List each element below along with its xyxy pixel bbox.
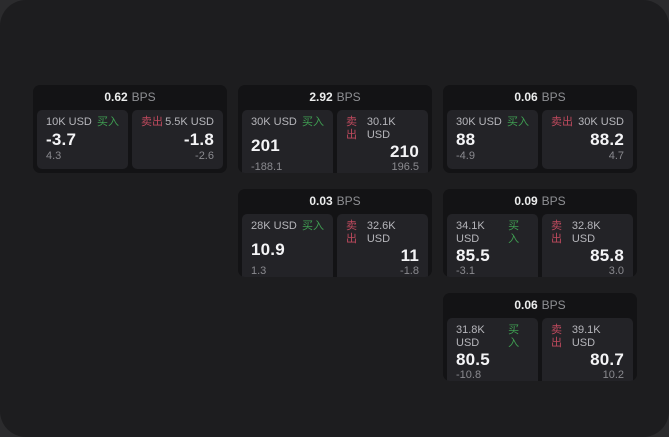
spread-card: 0.03 BPS 28K USD 买入 10.9 1.3 卖出 32.6K US… (238, 189, 432, 277)
buy-pane[interactable]: 30K USD 买入 201 -188.1 (242, 110, 333, 173)
sell-price: 210 (390, 142, 419, 161)
sell-pane[interactable]: 卖出 5.5K USD -1.8 -2.6 (132, 110, 223, 169)
buy-pane[interactable]: 34.1K USD 买入 85.5 -3.1 (447, 214, 538, 277)
sell-pane[interactable]: 卖出 32.8K USD 85.8 3.0 (542, 214, 633, 277)
sell-price: 11 (400, 246, 419, 265)
sell-pane[interactable]: 卖出 32.6K USD 11 -1.8 (337, 214, 428, 277)
buy-size: 30K USD (456, 116, 502, 128)
buy-delta: -4.9 (456, 150, 475, 162)
buy-label: 买入 (302, 116, 324, 128)
sell-size: 30K USD (578, 116, 624, 128)
buy-pane[interactable]: 30K USD 买入 88 -4.9 (447, 110, 538, 169)
card-header: 2.92 BPS (238, 85, 432, 109)
buy-label: 买入 (302, 220, 324, 232)
bps-value: 2.92 (309, 90, 333, 104)
buy-price: 10.9 (251, 239, 285, 259)
buy-delta: -188.1 (251, 161, 283, 173)
bps-unit-label: BPS (336, 90, 361, 104)
card-header: 0.03 BPS (238, 189, 432, 213)
sell-size: 32.6K USD (366, 220, 396, 245)
buy-size: 30K USD (251, 116, 297, 128)
buy-label: 买入 (507, 116, 529, 128)
card-header: 0.06 BPS (443, 293, 637, 317)
card-body: 10K USD 买入 -3.7 4.3 卖出 5.5K USD -1.8 -2.… (37, 110, 223, 169)
buy-price: 80.5 (456, 350, 490, 369)
sell-delta: 4.7 (608, 150, 624, 162)
card-body: 31.8K USD 买入 80.5 -10.8 卖出 39.1K USD 80.… (447, 318, 633, 381)
bps-unit-label: BPS (541, 90, 566, 104)
sell-size: 32.8K USD (571, 220, 601, 245)
buy-size: 28K USD (251, 220, 297, 232)
sell-price: 85.8 (590, 246, 624, 265)
sell-delta: -1.8 (400, 265, 419, 277)
sell-label: 卖出 (346, 116, 357, 141)
card-header: 0.06 BPS (443, 85, 637, 109)
bps-unit-label: BPS (131, 90, 156, 104)
sell-delta: 3.0 (608, 265, 624, 277)
buy-size: 31.8K USD (456, 324, 485, 349)
buy-price: -3.7 (46, 130, 77, 149)
card-header: 0.09 BPS (443, 189, 637, 213)
buy-pane[interactable]: 28K USD 买入 10.9 1.3 (242, 214, 333, 277)
card-body: 30K USD 买入 88 -4.9 卖出 30K USD 88.2 4.7 (447, 110, 633, 169)
sell-size: 5.5K USD (165, 116, 214, 128)
buy-price: 85.5 (456, 246, 490, 265)
sell-pane[interactable]: 卖出 39.1K USD 80.7 10.2 (542, 318, 633, 381)
buy-size: 34.1K USD (456, 220, 485, 245)
sell-price: -1.8 (183, 130, 214, 149)
sell-price: 80.7 (590, 350, 624, 369)
sell-delta: -2.6 (195, 150, 214, 162)
bps-value: 0.09 (514, 194, 538, 208)
buy-delta: -3.1 (456, 265, 475, 277)
bps-value: 0.03 (309, 194, 333, 208)
sell-delta: 196.5 (391, 161, 419, 173)
spread-card: 0.06 BPS 31.8K USD 买入 80.5 -10.8 卖出 39.1… (443, 293, 637, 381)
bps-unit-label: BPS (336, 194, 361, 208)
buy-pane[interactable]: 31.8K USD 买入 80.5 -10.8 (447, 318, 538, 381)
card-body: 34.1K USD 买入 85.5 -3.1 卖出 32.8K USD 85.8… (447, 214, 633, 277)
buy-price: 88 (456, 130, 476, 149)
buy-label: 买入 (508, 220, 520, 245)
sell-delta: 10.2 (602, 369, 624, 381)
buy-label: 买入 (97, 116, 119, 128)
spread-card: 0.09 BPS 34.1K USD 买入 85.5 -3.1 卖出 32.8K… (443, 189, 637, 277)
bps-value: 0.62 (104, 90, 128, 104)
sell-size: 39.1K USD (571, 324, 601, 349)
sell-price: 88.2 (590, 130, 624, 149)
spread-card: 2.92 BPS 30K USD 买入 201 -188.1 卖出 30.1K … (238, 85, 432, 173)
buy-label: 买入 (508, 324, 520, 349)
spread-card: 0.06 BPS 30K USD 买入 88 -4.9 卖出 30K USD (443, 85, 637, 173)
buy-delta: -10.8 (456, 369, 482, 381)
buy-pane[interactable]: 10K USD 买入 -3.7 4.3 (37, 110, 128, 169)
sell-label: 卖出 (141, 116, 163, 128)
card-body: 28K USD 买入 10.9 1.3 卖出 32.6K USD 11 -1.8 (242, 214, 428, 277)
sell-size: 30.1K USD (366, 116, 396, 141)
quote-card-grid: 0.62 BPS 10K USD 买入 -3.7 4.3 卖出 5.5K USD (33, 85, 637, 381)
buy-size: 10K USD (46, 116, 92, 128)
buy-price: 201 (251, 135, 280, 155)
sell-label: 卖出 (551, 220, 562, 245)
spread-card: 0.62 BPS 10K USD 买入 -3.7 4.3 卖出 5.5K USD (33, 85, 227, 173)
bps-value: 0.06 (514, 298, 538, 312)
bps-unit-label: BPS (541, 194, 566, 208)
sell-label: 卖出 (346, 220, 357, 245)
sell-pane[interactable]: 卖出 30K USD 88.2 4.7 (542, 110, 633, 169)
sell-label: 卖出 (551, 116, 573, 128)
bps-value: 0.06 (514, 90, 538, 104)
buy-delta: 1.3 (251, 265, 267, 277)
card-header: 0.62 BPS (33, 85, 227, 109)
bps-unit-label: BPS (541, 298, 566, 312)
buy-delta: 4.3 (46, 150, 62, 162)
sell-label: 卖出 (551, 324, 562, 349)
sell-pane[interactable]: 卖出 30.1K USD 210 196.5 (337, 110, 428, 173)
card-body: 30K USD 买入 201 -188.1 卖出 30.1K USD 210 1… (242, 110, 428, 173)
